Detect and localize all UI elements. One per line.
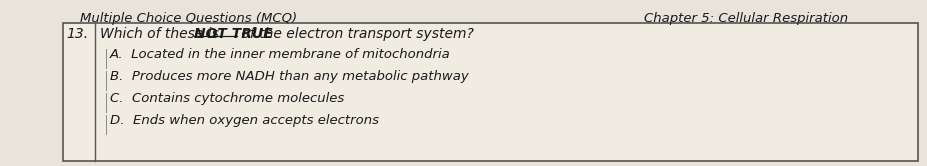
Text: NOT TRUE: NOT TRUE <box>194 27 272 41</box>
Text: Chapter 5: Cellular Respiration: Chapter 5: Cellular Respiration <box>643 12 847 25</box>
Text: Multiple Choice Questions (MCQ): Multiple Choice Questions (MCQ) <box>80 12 297 25</box>
Text: B.  Produces more NADH than any metabolic pathway: B. Produces more NADH than any metabolic… <box>110 70 468 83</box>
Text: D.  Ends when oxygen accepts electrons: D. Ends when oxygen accepts electrons <box>110 114 378 127</box>
FancyBboxPatch shape <box>63 23 917 161</box>
Text: 13.: 13. <box>66 27 88 41</box>
Text: Which of these is: Which of these is <box>100 27 223 41</box>
Text: C.  Contains cytochrome molecules: C. Contains cytochrome molecules <box>110 92 344 105</box>
Text: A.  Located in the inner membrane of mitochondria: A. Located in the inner membrane of mito… <box>110 48 451 61</box>
Text: of the electron transport system?: of the electron transport system? <box>237 27 474 41</box>
